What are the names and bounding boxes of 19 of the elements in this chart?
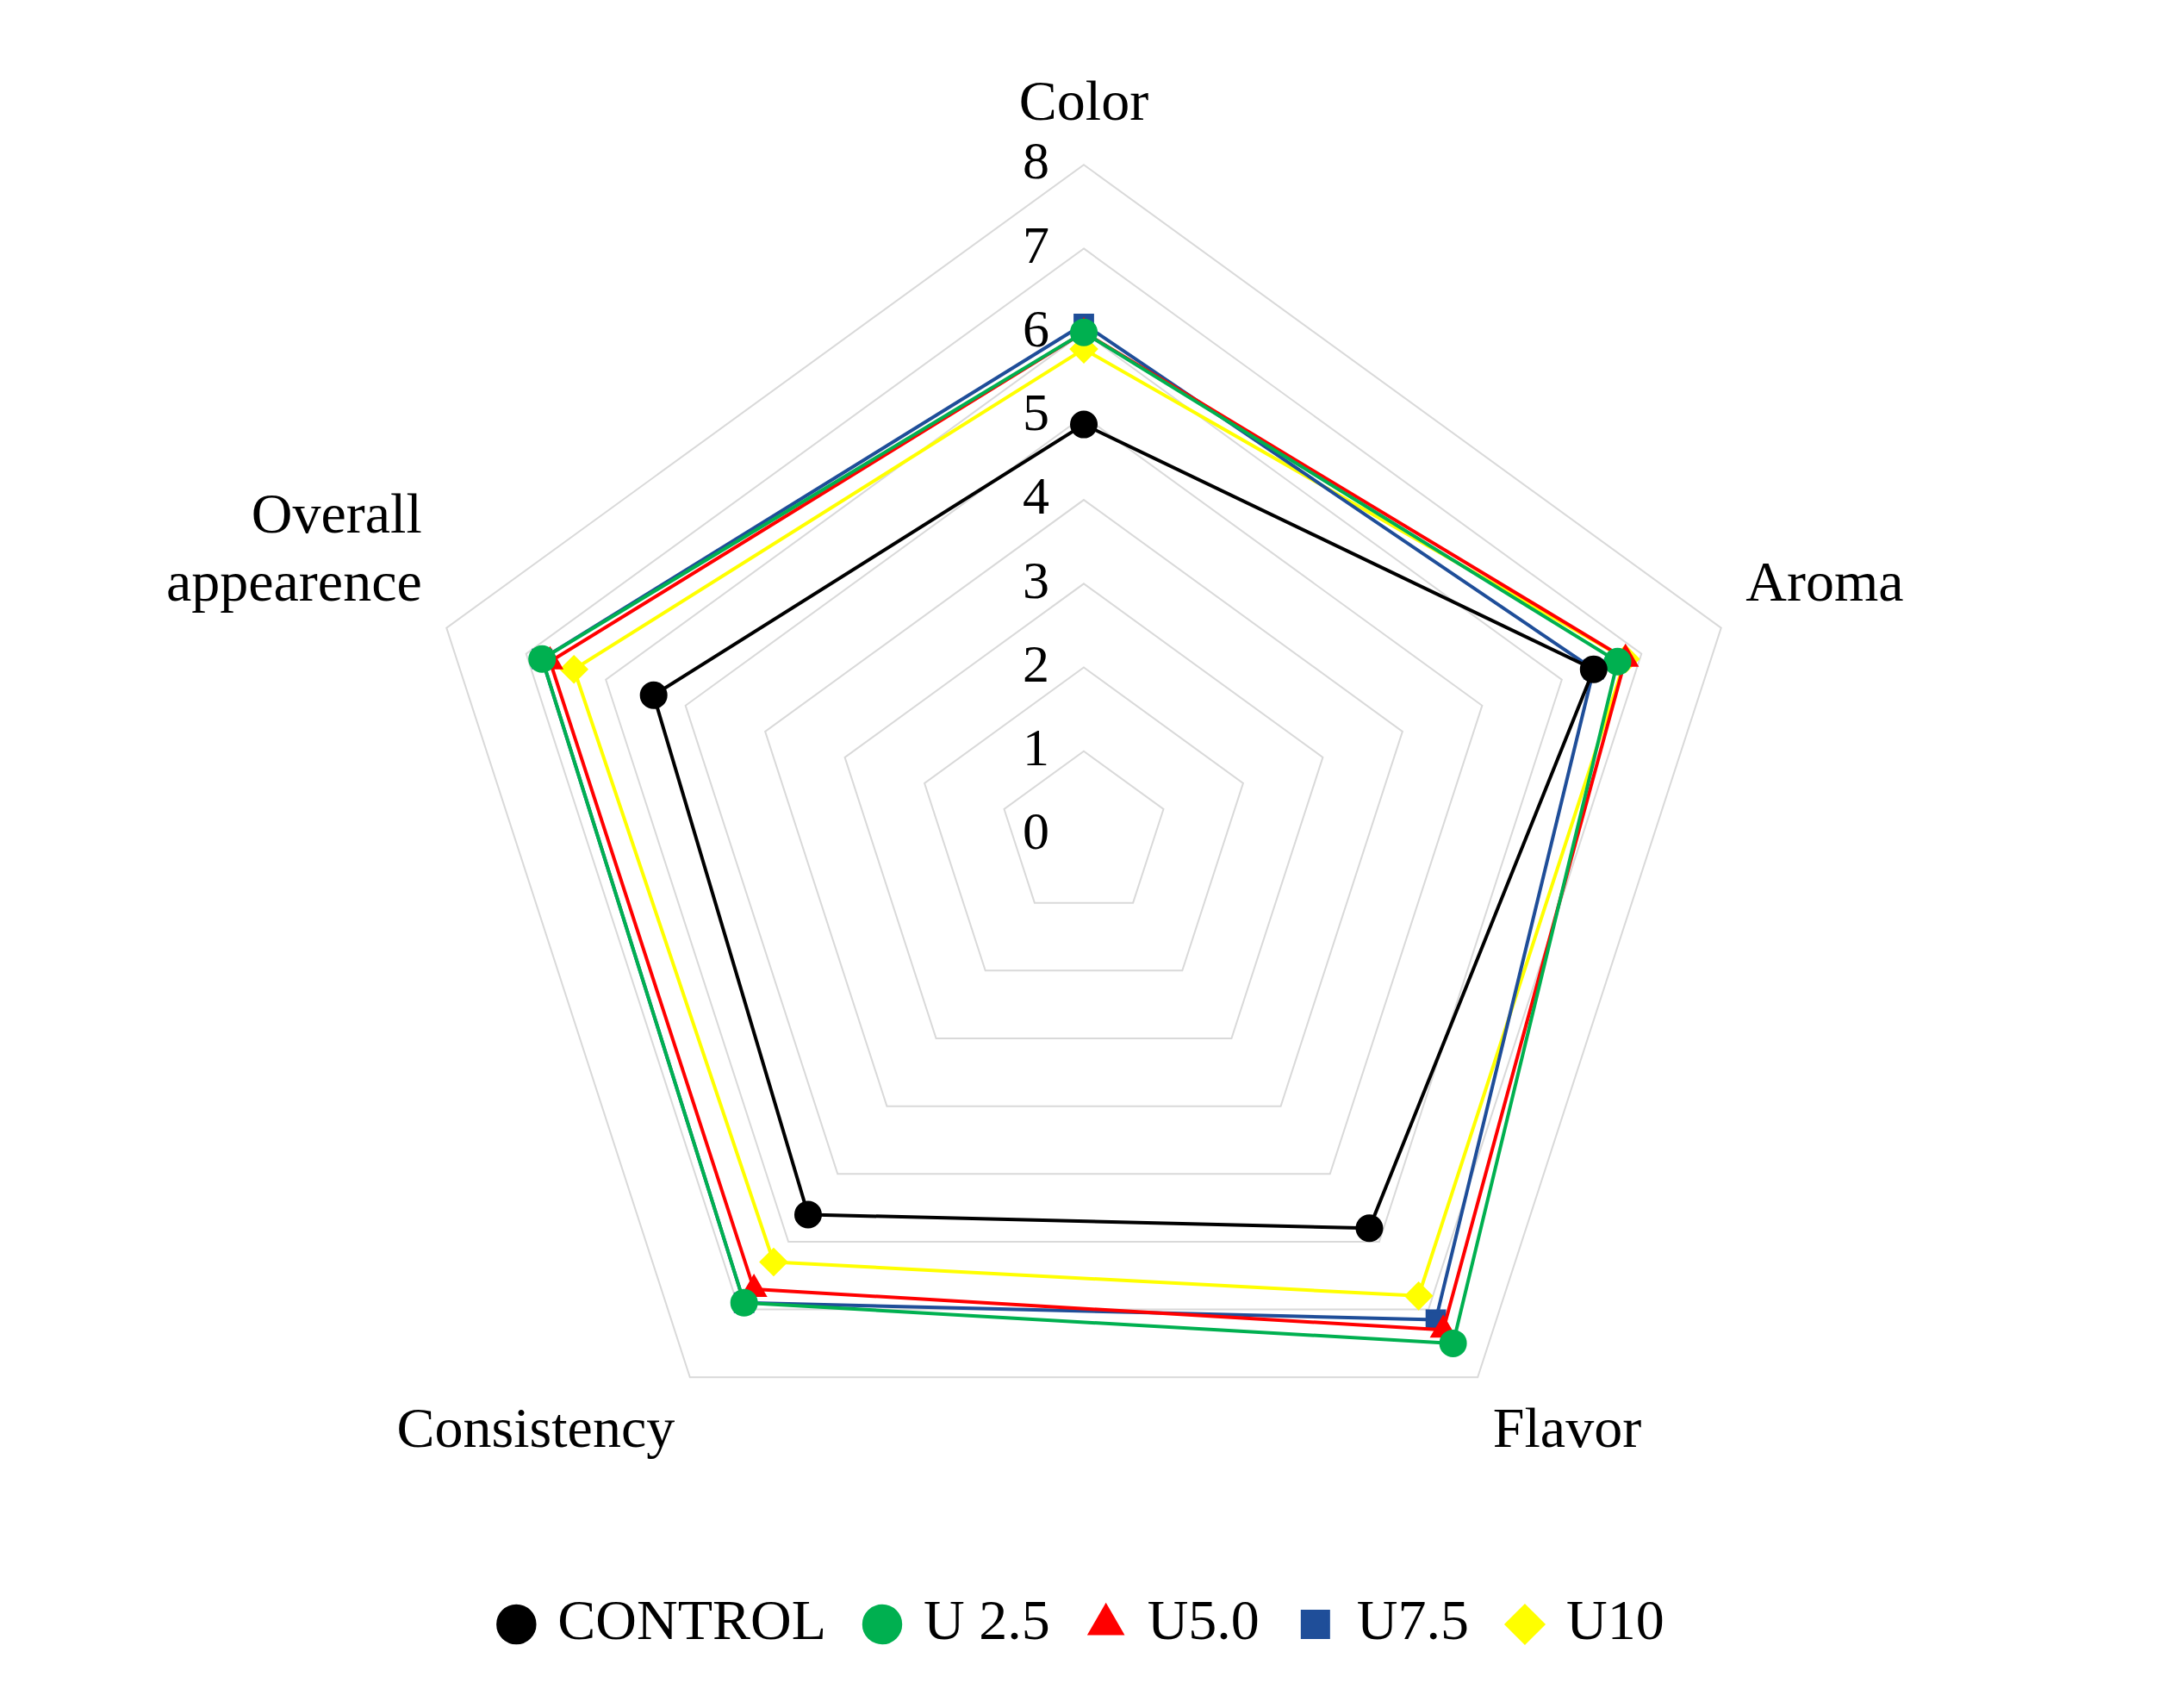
y-tick-label: 6 (1023, 298, 1049, 358)
spoke-label: Consistency (396, 1396, 675, 1460)
y-tick-label: 7 (1023, 215, 1049, 274)
y-tick-label: 0 (1023, 801, 1049, 861)
y-tick-label: 8 (1023, 131, 1049, 190)
y-tick-label: 1 (1023, 718, 1049, 777)
spoke-label: Color (1018, 68, 1149, 132)
legend-label: U5.0 (1147, 1588, 1260, 1652)
legend-label: CONTROL (557, 1588, 827, 1652)
legend-label: U7.5 (1356, 1588, 1469, 1652)
y-tick-label: 5 (1023, 383, 1049, 442)
y-tick-label: 4 (1023, 466, 1049, 526)
spoke-label: Overall appearence (165, 481, 422, 614)
spoke-label: Flavor (1492, 1396, 1642, 1460)
legend-label: U 2.5 (924, 1588, 1050, 1652)
y-tick-label: 2 (1023, 633, 1049, 693)
legend-label: U10 (1565, 1588, 1664, 1652)
y-tick-label: 3 (1023, 550, 1049, 609)
spoke-label: Aroma (1745, 550, 1904, 614)
